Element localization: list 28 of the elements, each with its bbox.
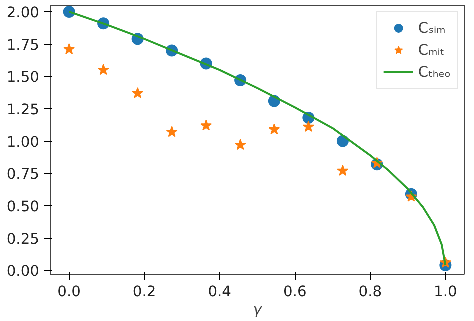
point: [64, 43, 76, 54]
x-tick-label: 0.6: [283, 284, 307, 300]
x-axis-title: γ: [253, 302, 264, 318]
point: [98, 64, 110, 76]
point: [166, 126, 178, 138]
legend-label: Cₘᵢₜ: [418, 42, 445, 58]
x-tick-label: 0.0: [58, 284, 81, 300]
y-tick-label: 1.75: [6, 36, 40, 54]
x-tick-label: 1.0: [434, 284, 458, 300]
point: [200, 120, 212, 131]
point: [132, 87, 144, 98]
y-tick-label: 0.00: [6, 263, 40, 280]
y-tick-label: 1.00: [6, 134, 40, 151]
point: [302, 121, 314, 132]
point: [234, 139, 246, 150]
point: [337, 165, 349, 176]
y-tick-label: 0.75: [6, 166, 40, 184]
y-tick-label: 0.50: [6, 198, 40, 216]
legend-label: Cₛᵢₘ: [418, 20, 446, 36]
legend-label: Cₜₕₑₒ: [418, 64, 451, 80]
y-tick-label: 2.00: [6, 4, 40, 22]
x-tick-label: 0.4: [208, 284, 232, 300]
x-tick-label: 0.8: [358, 284, 382, 300]
x-tick-label: 0.2: [132, 284, 156, 300]
y-tick-label: 1.50: [6, 69, 40, 86]
y-tick-label: 0.25: [6, 230, 40, 248]
point: [268, 124, 280, 135]
y-tick-label: 1.25: [6, 101, 40, 118]
